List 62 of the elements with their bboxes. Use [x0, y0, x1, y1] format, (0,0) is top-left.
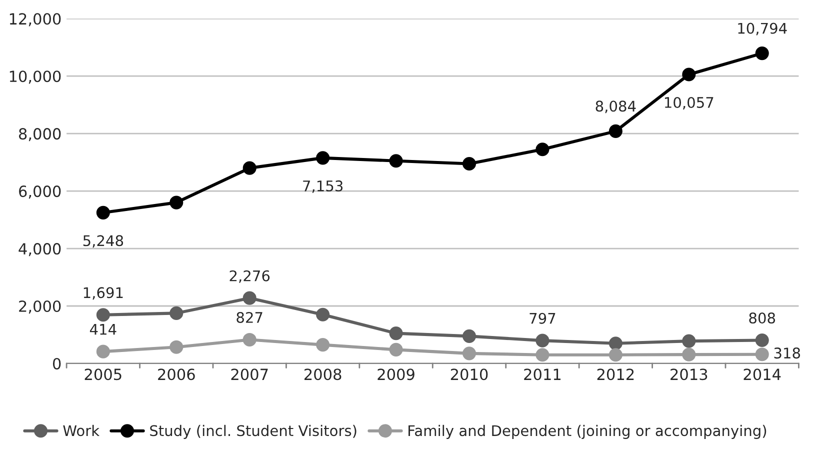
point — [242, 291, 256, 305]
point — [682, 68, 696, 82]
point — [755, 46, 769, 60]
y-tick-label: 0 — [52, 358, 61, 370]
point — [316, 151, 330, 165]
x-tick-label: 2006 — [158, 368, 195, 380]
point — [462, 346, 476, 360]
point — [462, 156, 476, 171]
data-label: 414 — [90, 324, 116, 335]
point — [170, 306, 184, 320]
y-tick-label: 6,000 — [19, 186, 61, 199]
data-label: 10,794 — [738, 22, 787, 36]
data-label: 808 — [749, 312, 776, 324]
data-label: 7,153 — [303, 180, 343, 193]
data-label: 8,084 — [596, 100, 636, 114]
point — [536, 348, 550, 362]
point — [96, 206, 110, 220]
point — [316, 308, 330, 322]
x-tick-label: 2005 — [84, 368, 122, 380]
y-tick-label: 10,000 — [10, 70, 61, 84]
legend-label: Study (incl. Student Visitors) — [150, 424, 356, 439]
point — [462, 329, 476, 343]
y-tick-label: 12,000 — [10, 13, 61, 26]
point — [242, 161, 256, 175]
x-tick-label: 2014 — [744, 368, 781, 380]
point — [389, 154, 403, 168]
point — [608, 336, 622, 350]
x-tick-label: 2008 — [304, 368, 342, 380]
point — [316, 338, 330, 352]
point — [608, 348, 622, 362]
x-tick-label: 2013 — [670, 368, 708, 380]
point — [96, 308, 110, 322]
y-tick-label: 2,000 — [19, 300, 61, 314]
point — [536, 334, 550, 348]
data-label: 2,276 — [230, 270, 270, 283]
x-tick-label: 2012 — [597, 368, 634, 380]
point — [755, 333, 769, 348]
x-tick-label: 2010 — [450, 368, 488, 380]
point — [170, 340, 184, 354]
data-label: 318 — [774, 348, 800, 359]
point — [96, 344, 110, 358]
x-tick-label: 2009 — [378, 368, 414, 380]
point — [170, 196, 184, 210]
point — [389, 326, 403, 340]
y-tick-label: 8,000 — [19, 128, 61, 142]
x-tick-label: 2011 — [524, 368, 560, 380]
legend-label: Work — [63, 424, 100, 436]
x-tick-label: 2007 — [231, 368, 268, 380]
data-label: 1,691 — [84, 287, 123, 300]
y-tick-label: 4,000 — [18, 243, 61, 256]
point — [242, 332, 256, 346]
data-label: 5,248 — [83, 235, 124, 248]
point — [536, 142, 550, 156]
point — [389, 342, 403, 356]
point — [755, 348, 769, 362]
data-label: 10,057 — [664, 96, 714, 110]
legend-label: Family and Dependent (joining or accompanying) — [408, 424, 766, 439]
point — [682, 348, 696, 362]
data-label: 797 — [530, 312, 556, 324]
point — [608, 124, 622, 138]
data-label: 827 — [236, 312, 262, 323]
point — [682, 334, 696, 348]
